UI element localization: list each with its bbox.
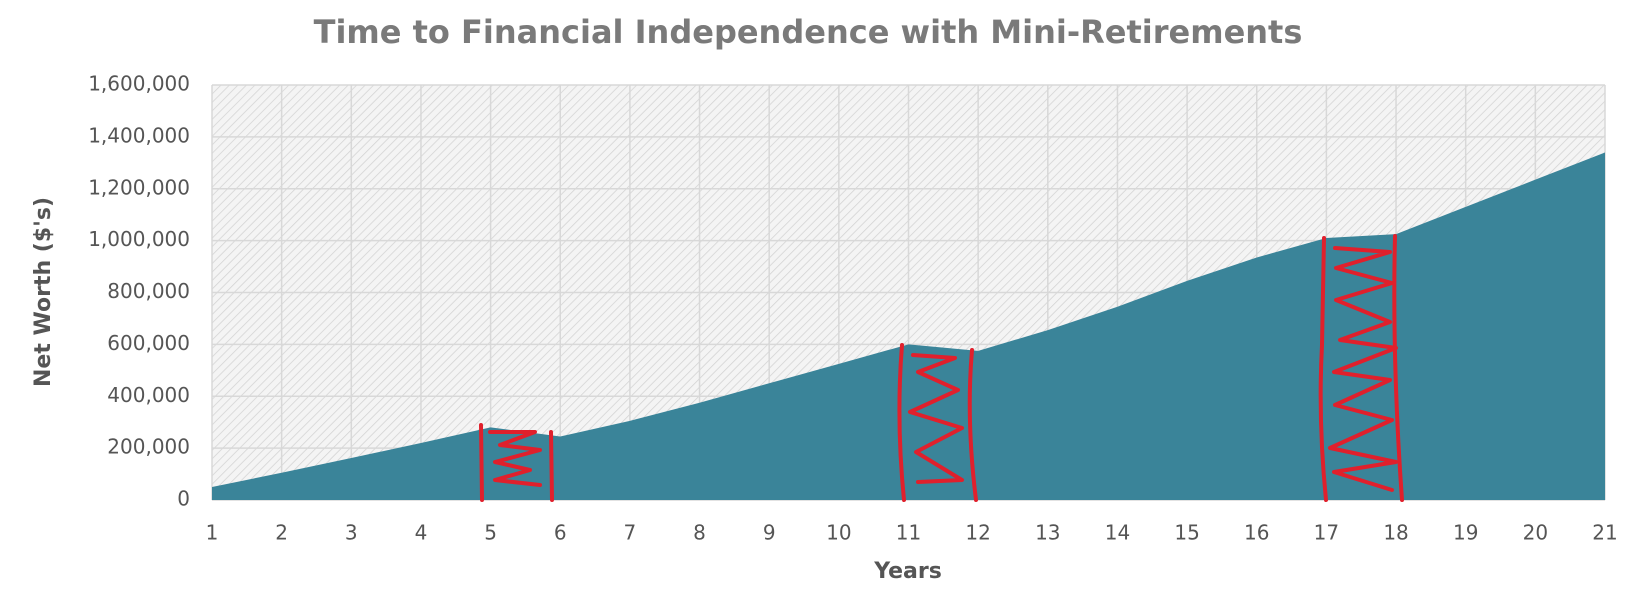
marks: [212, 152, 1605, 500]
x-tick-label: 15: [1174, 521, 1199, 545]
x-tick-label: 20: [1523, 521, 1548, 545]
scribble: [1318, 234, 1404, 502]
scribble: [897, 343, 978, 502]
x-tick-label: 19: [1453, 521, 1478, 545]
x-tick-label: 10: [826, 521, 851, 545]
annotations: [479, 234, 1404, 502]
y-tick-label: 200,000: [107, 435, 190, 459]
x-tick-label: 21: [1592, 521, 1617, 545]
x-tick-label: 9: [763, 521, 776, 545]
y-tick-label: 800,000: [107, 279, 190, 303]
y-tick-label: 1,600,000: [88, 72, 190, 96]
y-tick-label: 1,400,000: [88, 123, 190, 147]
y-tick-label: 400,000: [107, 383, 190, 407]
x-tick-label: 13: [1035, 521, 1060, 545]
x-tick-label: 14: [1105, 521, 1130, 545]
y-tick-label: 0: [177, 487, 190, 511]
x-tick-label: 16: [1244, 521, 1269, 545]
chart-title: Time to Financial Independence with Mini…: [314, 13, 1303, 51]
x-tick-label: 3: [345, 521, 358, 545]
y-tick-label: 600,000: [107, 331, 190, 355]
x-tick-label: 2: [275, 521, 288, 545]
y-axis-title: Net Worth ($'s): [31, 197, 56, 387]
x-tick-label: 18: [1383, 521, 1408, 545]
x-tick-label: 1: [206, 521, 219, 545]
x-tick-label: 11: [896, 521, 921, 545]
x-axis-title: Years: [873, 559, 942, 584]
x-tick-label: 12: [965, 521, 990, 545]
x-tick-label: 7: [624, 521, 637, 545]
x-tick-label: 8: [693, 521, 706, 545]
x-tick-label: 17: [1314, 521, 1339, 545]
y-tick-label: 1,000,000: [88, 227, 190, 251]
area: [212, 152, 1605, 500]
scribble: [479, 423, 554, 502]
x-tick-label: 6: [554, 521, 567, 545]
y-tick-label: 1,200,000: [88, 175, 190, 199]
x-tick-label: 4: [415, 521, 428, 545]
x-tick-label: 5: [484, 521, 497, 545]
